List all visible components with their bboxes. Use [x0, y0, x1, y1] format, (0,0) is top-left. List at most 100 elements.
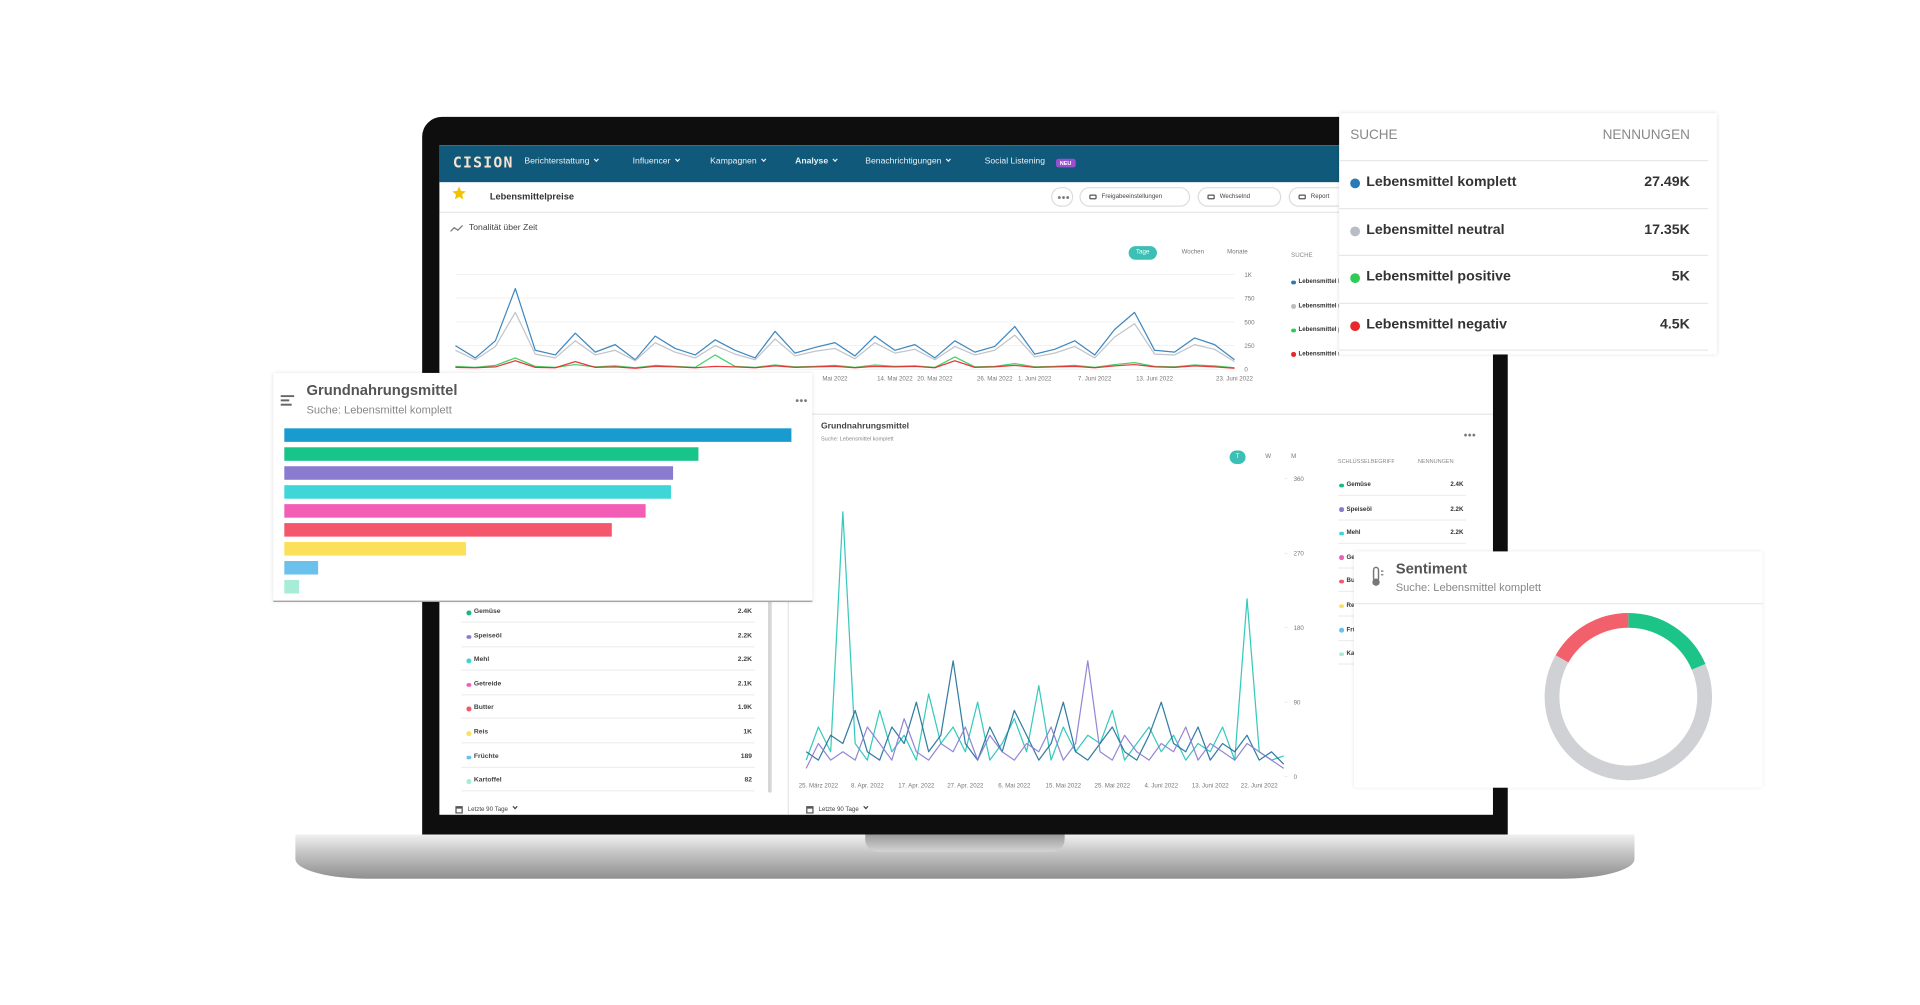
series-line [455, 288, 1235, 361]
chart-title: Tonalität über Zeit [468, 224, 538, 233]
legend-dot [1339, 603, 1344, 609]
nav-item[interactable]: Benachrichtigungen [865, 158, 950, 167]
section-divider [439, 413, 1493, 415]
y-tick-label: 500 [1244, 319, 1255, 326]
bar [284, 466, 674, 480]
button-label[interactable]: Report [1310, 193, 1330, 201]
bar-plot [284, 428, 792, 594]
range-tab[interactable]: Wochen [1181, 248, 1205, 257]
keyword-name: Mehl [473, 656, 490, 664]
bar [284, 504, 646, 518]
x-tick-label: 13. Juni 2022 [1192, 783, 1229, 790]
panel-dot [1350, 225, 1361, 236]
x-tick-label: Mai 2022 [822, 375, 848, 382]
legend-value: 2.2K [1450, 505, 1464, 513]
search-panel: SUCHE NENNUNGEN Lebensmittel komplett 27.49… [1339, 113, 1717, 355]
y-tick-label: 1K [1244, 272, 1252, 279]
search-mentions: 5K [1671, 269, 1690, 285]
y-tick-label: 250 [1244, 343, 1255, 350]
nav-item[interactable]: Analyse [795, 158, 837, 167]
y-tick-label: 0 [1244, 367, 1248, 374]
page-title: Lebensmittelpreise [489, 190, 574, 202]
nav-item[interactable]: Social Listening [984, 157, 1045, 167]
legend-label: Lebensmittel neutral [1298, 302, 1339, 310]
logo[interactable]: CISION [452, 153, 514, 172]
x-tick-label: 27. Apr. 2022 [947, 783, 984, 790]
legend-dot [1339, 507, 1344, 512]
range-tab[interactable]: T [1229, 450, 1246, 465]
bar-card: Grundnahrungsmittel Suche: Lebensmittel k… [273, 372, 813, 602]
date-range[interactable]: Letzte 90 Tage [468, 805, 517, 813]
keyword-mentions: 2.2K [737, 632, 753, 640]
card-subtitle: Suche: Lebensmittel komplett [1395, 580, 1542, 594]
x-tick-label: 8. Apr. 2022 [851, 783, 884, 790]
section-divider [787, 413, 789, 815]
bar [284, 428, 792, 442]
keyword-name: Butter [473, 704, 494, 712]
search-name[interactable]: Lebensmittel neutral [1366, 222, 1505, 238]
new-badge: NEU [1056, 158, 1076, 168]
range-tab[interactable]: Tage [1128, 246, 1157, 260]
search-name[interactable]: Lebensmittel positive [1366, 269, 1511, 285]
series-line [805, 660, 1285, 765]
panel-dot [1350, 273, 1361, 284]
y-tick-label: 90 [1294, 700, 1301, 707]
calendar-icon [806, 806, 814, 814]
button-icon [1298, 194, 1306, 200]
card-subtitle: Suche: Lebensmittel komplett [820, 435, 894, 442]
nav-item[interactable]: Kampagnen [710, 158, 765, 167]
plot-layer: 0 250 500 750 1K Mai 2022 14. Mai 2022 20. Mai … [455, 272, 1304, 790]
keyword-name: Speiseöl [473, 632, 502, 640]
nav-item[interactable]: Influencer [633, 158, 679, 167]
card-subtitle: Suche: Lebensmittel komplett [306, 403, 452, 417]
x-tick-label: 25. März 2022 [799, 783, 839, 790]
button-icon [1207, 194, 1215, 200]
list-dot [466, 706, 471, 712]
keyword-mentions: 189 [740, 752, 753, 761]
toolbar-button[interactable]: Wechselnd [1197, 187, 1282, 207]
x-tick-label: 4. Juni 2022 [1145, 783, 1179, 790]
list-dot [466, 731, 471, 736]
x-tick-label: 23. Juni 2022 [1216, 375, 1253, 382]
y-tick-label: 0 [1294, 774, 1298, 781]
search-name[interactable]: Lebensmittel negativ [1366, 317, 1507, 333]
list-dot [466, 779, 471, 784]
legend-value: 2.2K [1450, 529, 1464, 537]
x-tick-label: 7. Juni 2022 [1078, 375, 1112, 382]
x-tick-label: 14. Mai 2022 [877, 375, 913, 382]
panel-row-divider [1339, 255, 1709, 257]
search-name[interactable]: Lebensmittel komplett [1366, 174, 1517, 190]
panel-header: NENNUNGEN [1602, 128, 1690, 143]
more-dots[interactable] [1463, 433, 1476, 437]
button-label[interactable]: Freigabeeinstellungen [1101, 193, 1163, 201]
range-tab[interactable]: W [1265, 452, 1272, 461]
keyword-name: Früchte [473, 752, 499, 761]
legend-label: Gemüse [1346, 481, 1371, 489]
panel-header: SUCHE [1350, 128, 1398, 143]
range-tab[interactable]: M [1291, 452, 1297, 461]
date-range[interactable]: Letzte 90 Tage [818, 805, 867, 813]
panel-row-divider [1339, 160, 1709, 162]
button-label[interactable]: Wechselnd [1219, 193, 1251, 201]
more-button[interactable] [1051, 187, 1074, 207]
legend-label: Mehl [1346, 529, 1361, 537]
x-tick-label: 20. Mai 2022 [917, 375, 953, 382]
range-tab[interactable]: Monate [1227, 248, 1248, 257]
favorite-star[interactable] [452, 186, 467, 201]
bar [284, 523, 612, 537]
more-dots [1057, 195, 1070, 200]
table-header: SCHLÜSSELBEGRIFF [1337, 457, 1395, 465]
x-tick-label: 22. Juni 2022 [1241, 783, 1278, 790]
nav-item[interactable]: Berichterstattung [524, 158, 598, 167]
keyword-name: Getreide [473, 680, 502, 688]
keyword-mentions: 82 [744, 776, 753, 785]
toolbar-button[interactable]: Freigabeeinstellungen [1079, 187, 1191, 207]
series-line [455, 354, 1235, 369]
list-divider [461, 693, 755, 696]
keyword-mentions: 2.2K [737, 656, 753, 664]
series-line [455, 360, 1235, 369]
legend-divider [1337, 494, 1466, 497]
legend-divider [1337, 518, 1466, 521]
panel-row-divider [1339, 349, 1709, 351]
more-dots[interactable] [795, 398, 808, 403]
